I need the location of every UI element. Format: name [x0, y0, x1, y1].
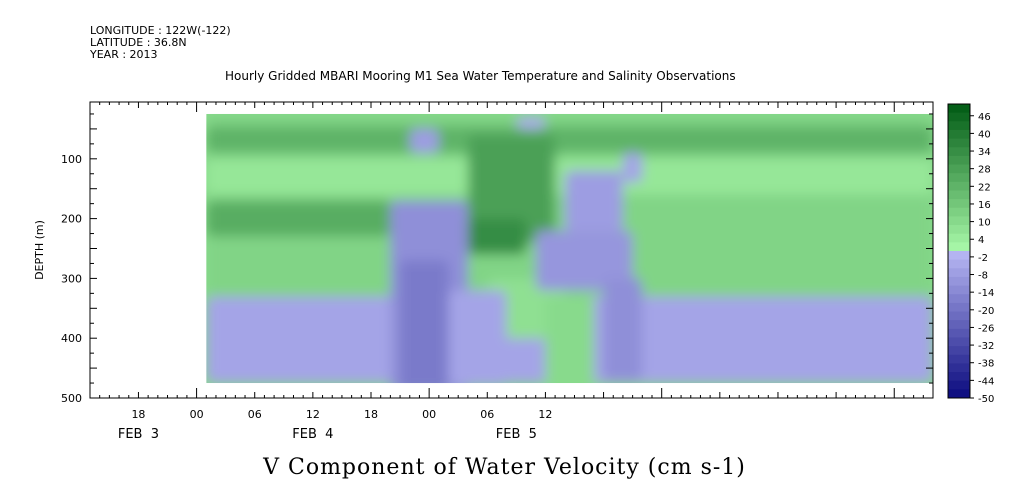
y-tick-label: 400 [61, 332, 82, 345]
heatmap-cell [467, 134, 556, 243]
x-tick-label: 00 [190, 408, 204, 421]
heatmap-cell [206, 302, 439, 384]
colorbar-swatch [948, 112, 970, 122]
colorbar-swatch [948, 173, 970, 183]
heatmap-cell [516, 116, 546, 129]
colorbar-swatch [948, 294, 970, 304]
colorbar-label: 22 [978, 182, 991, 193]
colorbar-label: 34 [978, 147, 991, 158]
heatmap-cell [622, 152, 643, 183]
y-axis-label: DEPTH (m) [33, 220, 46, 280]
colorbar-frame [947, 103, 971, 399]
x-date-label: FEB 3 [118, 427, 159, 442]
heatmap-cell [535, 230, 633, 291]
colorbar-label: -44 [978, 376, 994, 387]
colorbar-swatch [948, 346, 970, 356]
x-date-label: FEB 5 [496, 427, 537, 442]
colorbar-swatch [948, 328, 970, 338]
metadata-block: LONGITUDE : 122W(-122) LATITUDE : 36.8N … [90, 25, 231, 61]
colorbar-swatch [948, 121, 970, 131]
colorbar-swatch [948, 216, 970, 226]
heatmap-cell [448, 290, 507, 387]
x-tick-label: 18 [364, 408, 378, 421]
colorbar-swatch [948, 164, 970, 174]
colorbar-swatch [948, 155, 970, 166]
colorbar-label: 28 [978, 165, 991, 176]
heatmap-cell [400, 260, 449, 393]
heatmap-regions [206, 113, 933, 393]
colorbar-label: 40 [978, 129, 991, 140]
colorbar-label: 46 [978, 112, 991, 123]
colorbar-swatch [948, 380, 970, 390]
y-tick-label: 500 [61, 392, 82, 405]
colorbar-swatch [948, 276, 970, 287]
variable-title: V Component of Water Velocity (cm s-1) [263, 455, 746, 480]
x-tick-label: 00 [422, 408, 436, 421]
colorbar-swatch [948, 320, 970, 330]
colorbar-swatch [948, 311, 970, 321]
colorbar-swatch [948, 259, 970, 269]
no-data-top [90, 102, 933, 114]
colorbar-swatch [948, 242, 970, 252]
colorbar-swatch [948, 285, 970, 295]
colorbar-label: 10 [978, 218, 991, 229]
heatmap-cell [545, 296, 594, 387]
colorbar-swatch [948, 251, 970, 261]
y-tick-label: 100 [61, 153, 82, 166]
heatmap-cell [206, 125, 933, 153]
colorbar-label: 16 [978, 200, 991, 211]
colorbar: 46 40 34 28 22 16 10 4 -2 -8 -14 -20 -26 -32 -38 -44 -50 [947, 103, 994, 405]
x-tick-label: 18 [131, 408, 145, 421]
heatmap-cell [467, 218, 527, 255]
colorbar-label: -50 [978, 394, 994, 405]
heatmap-layer [90, 102, 933, 398]
x-tick-label: 12 [306, 408, 320, 421]
heatmap-cell [409, 128, 439, 153]
colorbar-swatch [948, 190, 970, 200]
axes: 18 00 06 12 18 00 06 12 FEB 3 FEB 4 FEB 5 100 200 300… [61, 102, 934, 442]
heatmap-cell [603, 278, 643, 381]
colorbar-swatch [948, 268, 970, 278]
colorbar-label: -38 [978, 359, 994, 370]
y-tick-label: 200 [61, 213, 82, 226]
colorbar-label: 4 [978, 235, 984, 246]
colorbar-label: -8 [978, 271, 988, 282]
x-date-label: FEB 4 [292, 427, 333, 442]
colorbar-label: -32 [978, 341, 994, 352]
colorbar-swatch [948, 302, 970, 313]
x-tick-label: 12 [538, 408, 552, 421]
colorbar-swatch [948, 337, 970, 347]
colorbar-swatch [948, 129, 970, 140]
x-tick-label: 06 [248, 408, 262, 421]
year-label: YEAR : 2013 [90, 48, 158, 61]
colorbar-swatch [948, 363, 970, 373]
colorbar-swatch [948, 147, 970, 157]
colorbar-label: -20 [978, 306, 994, 317]
colorbar-label: -2 [978, 253, 988, 264]
colorbar-label: -26 [978, 323, 994, 334]
colorbar-swatch [948, 372, 970, 382]
colorbar-swatch [948, 138, 970, 148]
colorbar-swatch [948, 207, 970, 217]
colorbar-label: -14 [978, 288, 994, 299]
colorbar-swatch [948, 104, 970, 114]
colorbar-swatch [948, 181, 970, 191]
plot-frame [89, 101, 934, 399]
heatmap-cell [206, 200, 391, 237]
colorbar-swatch [948, 354, 970, 364]
longitude-label: LONGITUDE : 122W(-122) [90, 24, 231, 37]
chart-title: Hourly Gridded MBARI Mooring M1 Sea Wate… [225, 69, 736, 83]
colorbar-swatch [948, 225, 970, 235]
no-data-bottom [90, 383, 933, 398]
y-tick-label: 300 [61, 272, 82, 285]
latitude-label: LATITUDE : 36.8N [90, 36, 187, 49]
x-tick-label: 06 [480, 408, 494, 421]
colorbar-swatch [948, 389, 970, 399]
colorbar-swatch [948, 233, 970, 243]
heatmap-cell [564, 170, 623, 231]
colorbar-swatch [948, 199, 970, 209]
no-data-area [90, 102, 207, 398]
